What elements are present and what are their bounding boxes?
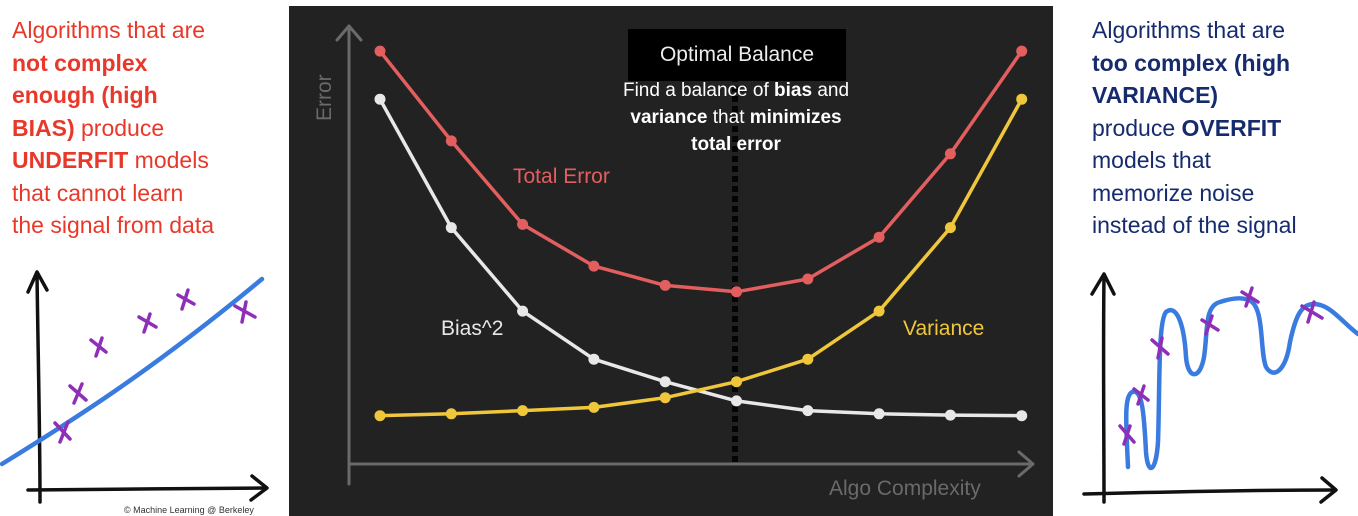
underfit-data-point xyxy=(137,312,158,334)
data-point-bias-squared-2 xyxy=(445,222,457,234)
data-point-total-error-9 xyxy=(944,148,956,160)
data-point-total-error-10 xyxy=(1016,45,1028,57)
right-line-4-plain: produce xyxy=(1092,114,1182,141)
optimal-balance-label: Optimal Balance xyxy=(628,29,846,81)
right-line-6: memorize noise xyxy=(1092,179,1255,206)
left-line-4: BIAS) produce xyxy=(12,112,282,145)
underfit-label: UNDERFIT xyxy=(12,147,129,173)
data-point-bias-squared-7 xyxy=(802,405,814,417)
left-line-1: Algorithms that are xyxy=(12,17,206,43)
data-point-bias-squared-4 xyxy=(588,353,600,365)
data-point-variance-9 xyxy=(944,222,956,234)
annotation-text: Find a balance of xyxy=(622,80,775,101)
x-axis-arrowhead xyxy=(1017,450,1035,478)
underfit-fit-line xyxy=(0,276,265,467)
data-point-variance-4 xyxy=(588,401,600,413)
series-line-total-error xyxy=(378,50,1024,294)
chart-panel: Error Algo Complexity Total Error Bias^2… xyxy=(289,6,1053,516)
underfit-y-axis xyxy=(35,272,42,504)
underfit-data-point xyxy=(233,300,257,324)
underfit-data-point xyxy=(176,288,196,311)
overfit-data-point xyxy=(1150,336,1170,360)
overfit-label: OVERFIT xyxy=(1181,114,1282,141)
data-point-bias-squared-6 xyxy=(731,395,742,407)
data-point-total-error-4 xyxy=(588,260,600,272)
left-line-5: UNDERFIT models xyxy=(12,144,282,177)
overfit-data-point xyxy=(1200,314,1220,336)
right-line-3: VARIANCE) xyxy=(1092,82,1219,108)
annotation-minimizes: minimizes xyxy=(749,107,842,128)
annotation-variance: variance xyxy=(630,107,708,128)
data-point-variance-1 xyxy=(374,410,386,422)
data-point-variance-10 xyxy=(1016,93,1028,105)
data-point-bias-squared-5 xyxy=(659,376,671,388)
left-description: Algorithms that are not complex enough (… xyxy=(12,14,282,242)
series-label-total-error: Total Error xyxy=(513,165,610,188)
underfit-x-arrowhead xyxy=(249,474,269,502)
underfit-y-arrowhead xyxy=(26,270,49,294)
balance-annotation: Find a balance of bias and variance that… xyxy=(569,77,903,158)
bias-label: BIAS) xyxy=(12,114,75,141)
underfit-data-point xyxy=(68,382,88,405)
right-line-2: too complex (high xyxy=(1092,49,1291,76)
left-line-6: that cannot learn xyxy=(12,179,184,206)
overfit-y-arrowhead xyxy=(1090,272,1116,296)
data-point-variance-6 xyxy=(731,376,742,388)
y-axis-label: Error xyxy=(313,74,336,121)
data-point-total-error-8 xyxy=(873,231,885,243)
left-line-4-rest: produce xyxy=(74,114,165,141)
right-line-7: instead of the signal xyxy=(1092,212,1297,238)
underfit-data-point xyxy=(53,420,72,444)
annotation-bias: bias xyxy=(774,80,813,101)
left-line-7: the signal from data xyxy=(12,212,215,238)
right-description: Algorithms that are too complex (high VA… xyxy=(1092,14,1354,242)
right-line-1: Algorithms that are xyxy=(1092,17,1286,43)
annotation-total-error: total error xyxy=(691,134,781,155)
data-point-total-error-1 xyxy=(374,45,386,57)
series-label-variance: Variance xyxy=(903,317,984,340)
left-line-2: not complex xyxy=(12,49,148,76)
overfit-sketch xyxy=(1082,272,1358,504)
data-point-total-error-5 xyxy=(659,279,671,291)
data-point-variance-3 xyxy=(517,405,529,417)
overfit-data-point xyxy=(1132,384,1150,406)
data-point-bias-squared-10 xyxy=(1016,410,1028,422)
right-line-5: models that xyxy=(1092,147,1211,173)
data-point-bias-squared-8 xyxy=(873,408,885,420)
data-point-total-error-2 xyxy=(445,135,457,147)
annotation-text: and xyxy=(812,80,850,101)
left-line-3: enough (high xyxy=(12,82,158,108)
annotation-text: that xyxy=(707,107,750,128)
data-point-bias-squared-9 xyxy=(944,409,956,421)
overfit-data-point xyxy=(1300,300,1324,324)
data-point-variance-7 xyxy=(802,353,814,365)
underfit-x-axis xyxy=(26,486,266,492)
copyright-text: © Machine Learning @ Berkeley xyxy=(124,505,254,515)
overfit-fit-curve xyxy=(1123,296,1358,471)
overfit-x-axis xyxy=(1082,488,1336,496)
left-line-5-rest: models xyxy=(128,147,209,173)
bias-variance-chart: Error Algo Complexity Total Error Bias^2… xyxy=(313,24,1035,500)
underfit-data-point xyxy=(89,336,108,358)
underfit-sketch xyxy=(0,270,269,504)
x-axis-label: Algo Complexity xyxy=(829,477,981,500)
data-point-variance-8 xyxy=(873,305,885,317)
data-point-bias-squared-1 xyxy=(374,93,386,105)
data-point-variance-5 xyxy=(659,392,671,404)
series-line-variance xyxy=(379,98,1024,418)
data-point-total-error-6 xyxy=(731,286,742,298)
overfit-data-point xyxy=(1118,424,1136,446)
overfit-data-point xyxy=(1240,286,1260,308)
data-point-variance-2 xyxy=(445,408,457,420)
y-axis-arrowhead xyxy=(335,24,363,42)
right-line-4: produce OVERFIT xyxy=(1092,112,1354,145)
data-point-total-error-7 xyxy=(802,273,814,285)
overfit-x-arrowhead xyxy=(1319,476,1338,504)
series-label-bias: Bias^2 xyxy=(441,317,503,340)
data-point-bias-squared-3 xyxy=(517,305,529,317)
data-point-total-error-3 xyxy=(517,218,529,230)
